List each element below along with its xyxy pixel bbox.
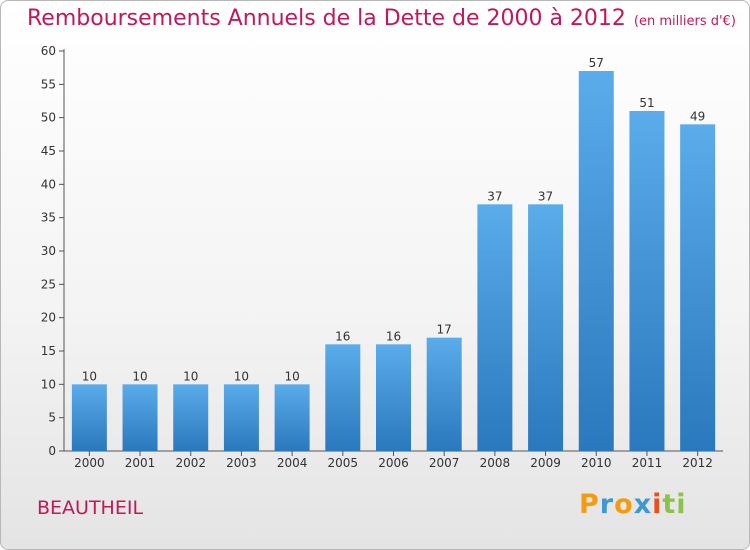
- bar: [223, 384, 259, 451]
- x-tick-label: 2008: [480, 456, 511, 470]
- x-tick-label: 2002: [175, 456, 206, 470]
- bar: [578, 71, 614, 451]
- chart-title-text: Remboursements Annuels de la Dette de 20…: [27, 6, 626, 31]
- x-tick-label: 2006: [378, 456, 409, 470]
- x-tick-label: 2000: [74, 456, 105, 470]
- bar: [426, 337, 462, 451]
- bar-value-label: 10: [284, 369, 299, 383]
- y-tick-label: 20: [41, 311, 56, 325]
- bar: [274, 384, 310, 451]
- x-tick-label: 2012: [682, 456, 713, 470]
- x-tick-label: 2007: [429, 456, 460, 470]
- chart-unit-label: (en milliers d'€): [633, 14, 736, 29]
- bar-value-label: 10: [132, 369, 147, 383]
- bar-value-label: 37: [538, 189, 553, 203]
- bar: [629, 111, 665, 451]
- commune-name: BEAUTHEIL: [37, 497, 144, 519]
- chart-title: Remboursements Annuels de la Dette de 20…: [27, 6, 736, 31]
- x-tick-label: 2010: [581, 456, 612, 470]
- x-tick-label: 2004: [277, 456, 308, 470]
- y-tick-label: 30: [41, 244, 56, 258]
- x-tick-label: 2009: [530, 456, 561, 470]
- bar: [528, 204, 564, 451]
- bar: [376, 344, 411, 451]
- logo-letter: x: [633, 489, 653, 520]
- bar-value-label: 17: [437, 323, 452, 337]
- bar-value-label: 16: [335, 329, 350, 343]
- y-tick-label: 40: [41, 177, 56, 191]
- y-tick-label: 15: [41, 344, 56, 358]
- logo-letter: ti: [662, 489, 687, 520]
- bar: [680, 124, 716, 451]
- bar: [122, 384, 158, 451]
- bar-value-label: 51: [639, 96, 654, 110]
- y-tick-label: 5: [48, 411, 56, 425]
- x-tick-label: 2001: [125, 456, 156, 470]
- bar: [477, 204, 513, 451]
- bar-value-label: 10: [234, 369, 249, 383]
- logo-letter: r: [599, 489, 615, 520]
- y-tick-label: 50: [41, 111, 56, 125]
- x-tick-label: 2011: [632, 456, 663, 470]
- x-tick-label: 2003: [226, 456, 257, 470]
- y-tick-label: 25: [41, 277, 56, 291]
- bar: [325, 344, 361, 451]
- bar-value-label: 16: [386, 329, 401, 343]
- logo-letter: i: [652, 489, 663, 520]
- logo-letter: P: [579, 489, 600, 520]
- bar-value-label: 49: [690, 109, 705, 123]
- y-tick-label: 0: [48, 444, 56, 458]
- y-tick-label: 55: [41, 77, 56, 91]
- logo-letter: o: [614, 489, 634, 520]
- bar-value-label: 37: [487, 189, 502, 203]
- bar: [71, 384, 107, 451]
- y-tick-label: 45: [41, 144, 56, 158]
- bar-value-label: 10: [183, 369, 198, 383]
- x-tick-label: 2005: [328, 456, 359, 470]
- proxiti-logo[interactable]: Proxiti: [579, 489, 687, 520]
- y-tick-label: 10: [41, 377, 56, 391]
- y-tick-label: 35: [41, 211, 56, 225]
- y-tick-label: 60: [41, 44, 56, 58]
- bar-value-label: 10: [82, 369, 97, 383]
- bar: [173, 384, 209, 451]
- bar-value-label: 57: [589, 56, 604, 70]
